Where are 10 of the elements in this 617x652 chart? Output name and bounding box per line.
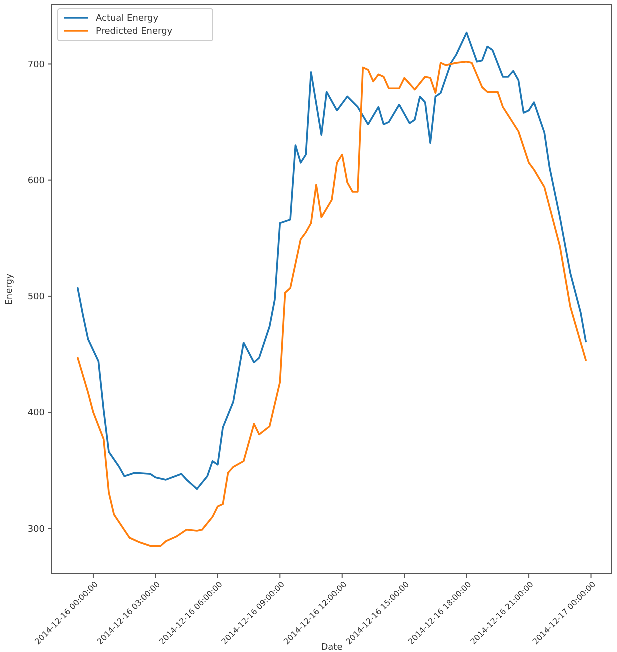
y-tick-label: 300 [28, 524, 46, 535]
line-series [77, 61, 587, 548]
y-tick-label: 600 [28, 176, 46, 186]
legend-label: Predicted Energy [96, 27, 174, 38]
x-axis-title: Date [321, 643, 344, 652]
y-tick-label: 400 [28, 408, 46, 419]
y-tick-label: 500 [28, 292, 46, 303]
y-axis-title: Energy [5, 273, 15, 306]
legend-label: Actual Energy [96, 14, 160, 24]
y-tick-label: 700 [28, 60, 46, 70]
